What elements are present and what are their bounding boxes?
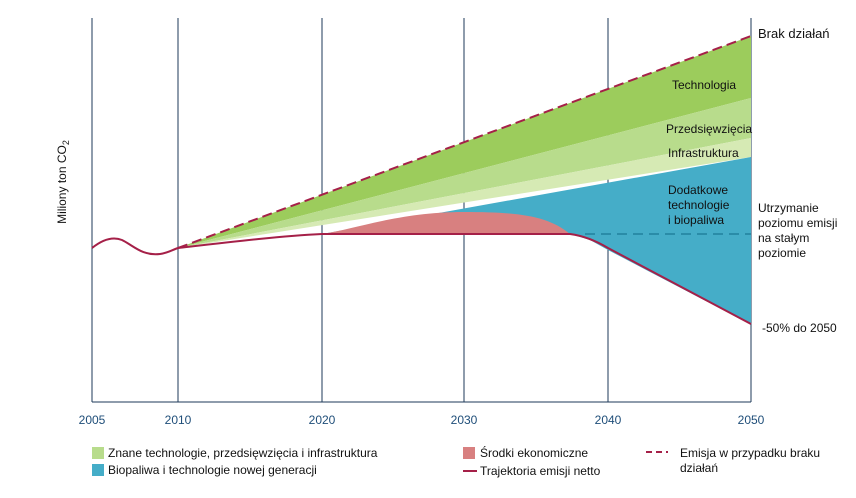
no-action-dashed-line (177, 35, 752, 249)
legend-label-green: Znane technologie, przedsięwzięcia i inf… (108, 446, 378, 460)
label-utrzymanie: Utrzymanie poziomu emisji na stałym pozi… (758, 201, 841, 260)
band-przedsiewziecia (178, 98, 751, 248)
band-infrastruktura (178, 138, 751, 248)
legend-swatch-net-line (463, 470, 477, 472)
legend-swatch-green (92, 447, 104, 459)
band-srodki-ekonomiczne (322, 212, 570, 234)
y-axis-label: Miliony ton CO2 (55, 140, 71, 224)
tick-label: 2005 (79, 413, 106, 427)
legend-swatch-blue (92, 464, 104, 476)
legend-label-blue: Biopaliwa i technologie nowej generacji (108, 463, 317, 477)
legend-label-red: Środki ekonomiczne (480, 446, 589, 460)
y-label-text: Miliony ton CO (55, 145, 69, 224)
y-label-subscript: 2 (61, 140, 71, 145)
tick-label: 2030 (451, 413, 478, 427)
tick-label: 2040 (595, 413, 622, 427)
legend-swatch-red (463, 447, 475, 459)
tick-label: 2020 (309, 413, 336, 427)
label-minus-50: -50% do 2050 (762, 321, 837, 335)
legend-label-net-line: Trajektoria emisji netto (480, 464, 601, 478)
x-ticks: 2005 2010 2020 2030 2040 2050 (79, 413, 765, 427)
tick-label: 2050 (738, 413, 765, 427)
label-dodatkowe: Dodatkowe technologie i biopaliwa (668, 183, 733, 227)
label-przedsiewziecia: Przedsięwzięcia (666, 122, 752, 136)
legend-swatch-dashed (646, 451, 668, 453)
label-technologia: Technologia (672, 78, 736, 92)
label-brak-dzialan: Brak działań (758, 26, 830, 41)
label-infrastruktura: Infrastruktura (668, 146, 739, 160)
net-emission-line (91, 233, 752, 325)
legend-label-dashed: Emisja w przypadku braku działań (680, 446, 821, 475)
svg-text:Miliony ton CO2: Miliony ton CO2 (55, 140, 71, 224)
tick-label: 2010 (165, 413, 192, 427)
band-dodatkowe-technologie (322, 157, 751, 324)
